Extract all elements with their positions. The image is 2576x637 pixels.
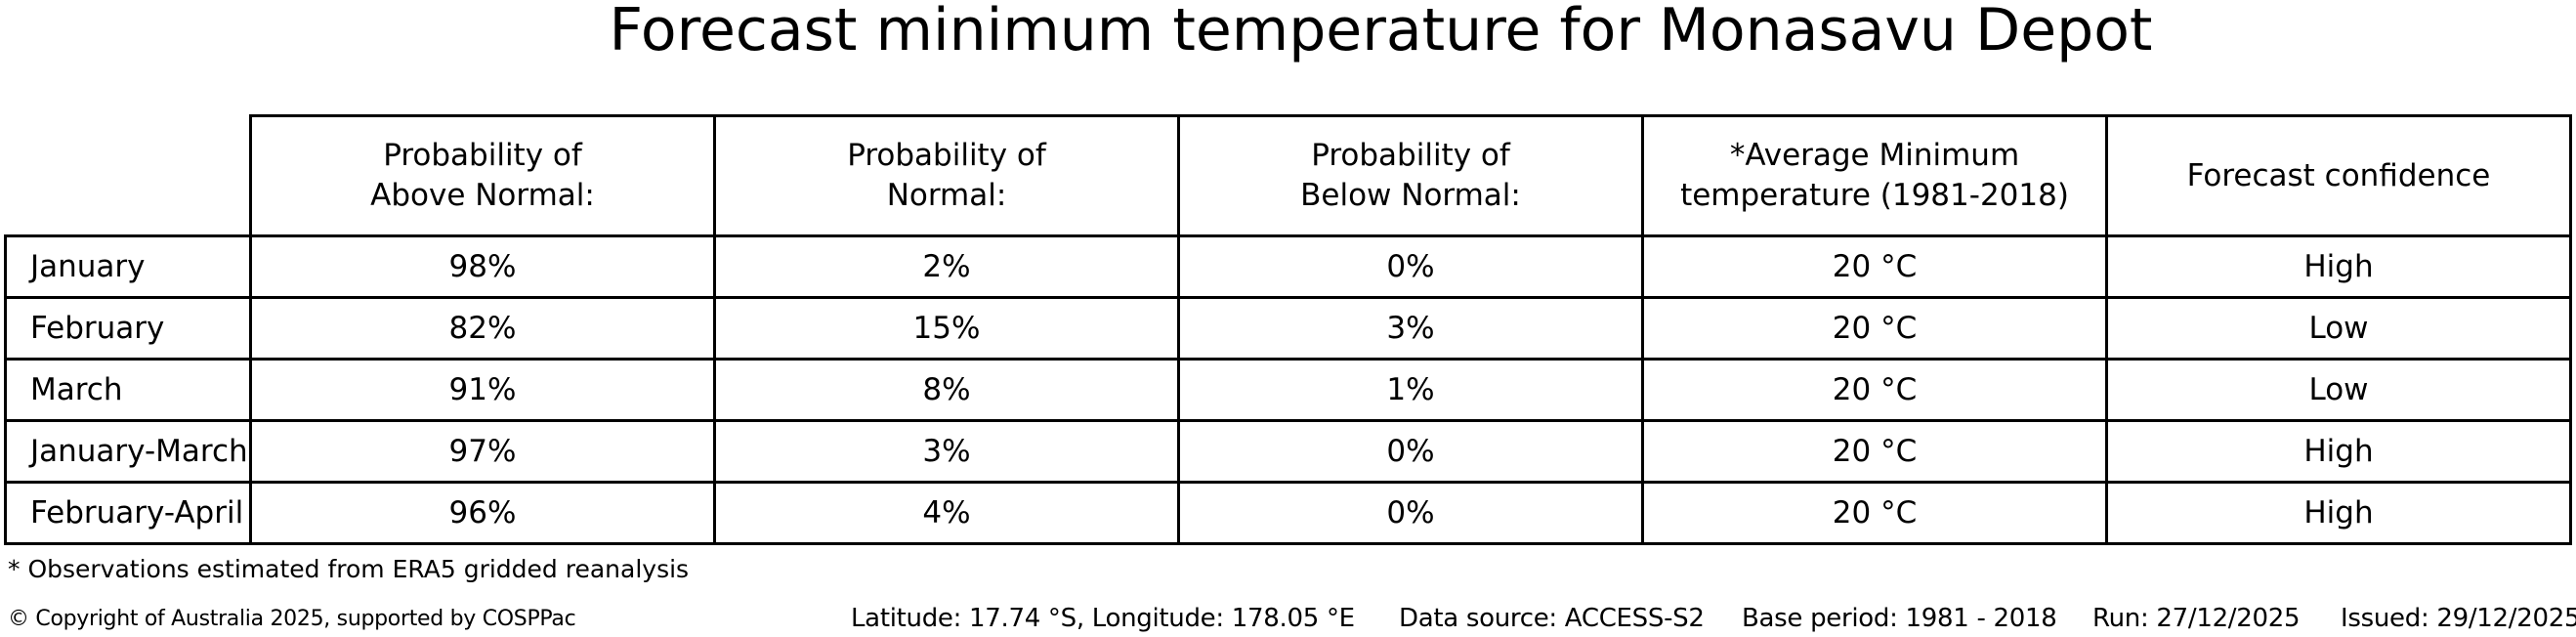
table-cell: 20 °C [1641, 234, 2108, 299]
table-cell: 82% [249, 296, 716, 361]
table-cell: 20 °C [1641, 481, 2108, 545]
table-cell: 98% [249, 234, 716, 299]
header-row: Probability of Above Normal: Probability… [6, 114, 2572, 237]
table-row: March 91% 8% 1% 20 °C Low [4, 358, 2572, 422]
table-cell: 20 °C [1641, 419, 2108, 484]
table-row: February-April 96% 4% 0% 20 °C High [4, 481, 2572, 545]
forecast-table: Probability of Above Normal: Probability… [4, 114, 2572, 545]
table-cell: 96% [249, 481, 716, 545]
issued-date-text: Issued: 29/12/2025 [2341, 604, 2576, 633]
row-label: March [4, 358, 252, 422]
base-period-text: Base period: 1981 - 2018 [1742, 604, 2057, 633]
table-cell: High [2105, 419, 2572, 484]
row-label: February [4, 296, 252, 361]
table-cell: 20 °C [1641, 358, 2108, 422]
table-cell: 8% [713, 358, 1180, 422]
table-cell: 1% [1177, 358, 1644, 422]
table-row: January 98% 2% 0% 20 °C High [4, 234, 2572, 299]
table-row: January-March 97% 3% 0% 20 °C High [4, 419, 2572, 484]
table-row: February 82% 15% 3% 20 °C Low [4, 296, 2572, 361]
col-header-below-normal: Probability of Below Normal: [1177, 114, 1644, 237]
row-label: February-April [4, 481, 252, 545]
table-cell: 15% [713, 296, 1180, 361]
lat-long-text: Latitude: 17.74 °S, Longitude: 178.05 °E [851, 604, 1355, 633]
table-cell: 3% [713, 419, 1180, 484]
table-cell: 0% [1177, 419, 1644, 484]
col-header-normal: Probability of Normal: [713, 114, 1180, 237]
table-cell: 2% [713, 234, 1180, 299]
col-header-above-normal: Probability of Above Normal: [249, 114, 716, 237]
row-label: January-March [4, 419, 252, 484]
table-cell: Low [2105, 296, 2572, 361]
table-cell: 20 °C [1641, 296, 2108, 361]
table-cell: 0% [1177, 481, 1644, 545]
table-cell: High [2105, 234, 2572, 299]
run-date-text: Run: 27/12/2025 [2092, 604, 2301, 633]
data-source-text: Data source: ACCESS-S2 [1399, 604, 1705, 633]
figure-title: Forecast minimum temperature for Monasav… [609, 0, 2153, 64]
copyright-text: © Copyright of Australia 2025, supported… [8, 607, 576, 631]
table-cell: 4% [713, 481, 1180, 545]
table-cell: 91% [249, 358, 716, 422]
col-header-forecast-confidence: Forecast confidence [2105, 114, 2572, 237]
table-cell: 3% [1177, 296, 1644, 361]
row-label: January [4, 234, 252, 299]
col-header-average-min-temp: *Average Minimum temperature (1981-2018) [1641, 114, 2108, 237]
footnote: * Observations estimated from ERA5 gridd… [8, 555, 690, 583]
table-cell: High [2105, 481, 2572, 545]
table-cell: 97% [249, 419, 716, 484]
table-cell: Low [2105, 358, 2572, 422]
table-cell: 0% [1177, 234, 1644, 299]
table-corner-empty [6, 116, 251, 236]
